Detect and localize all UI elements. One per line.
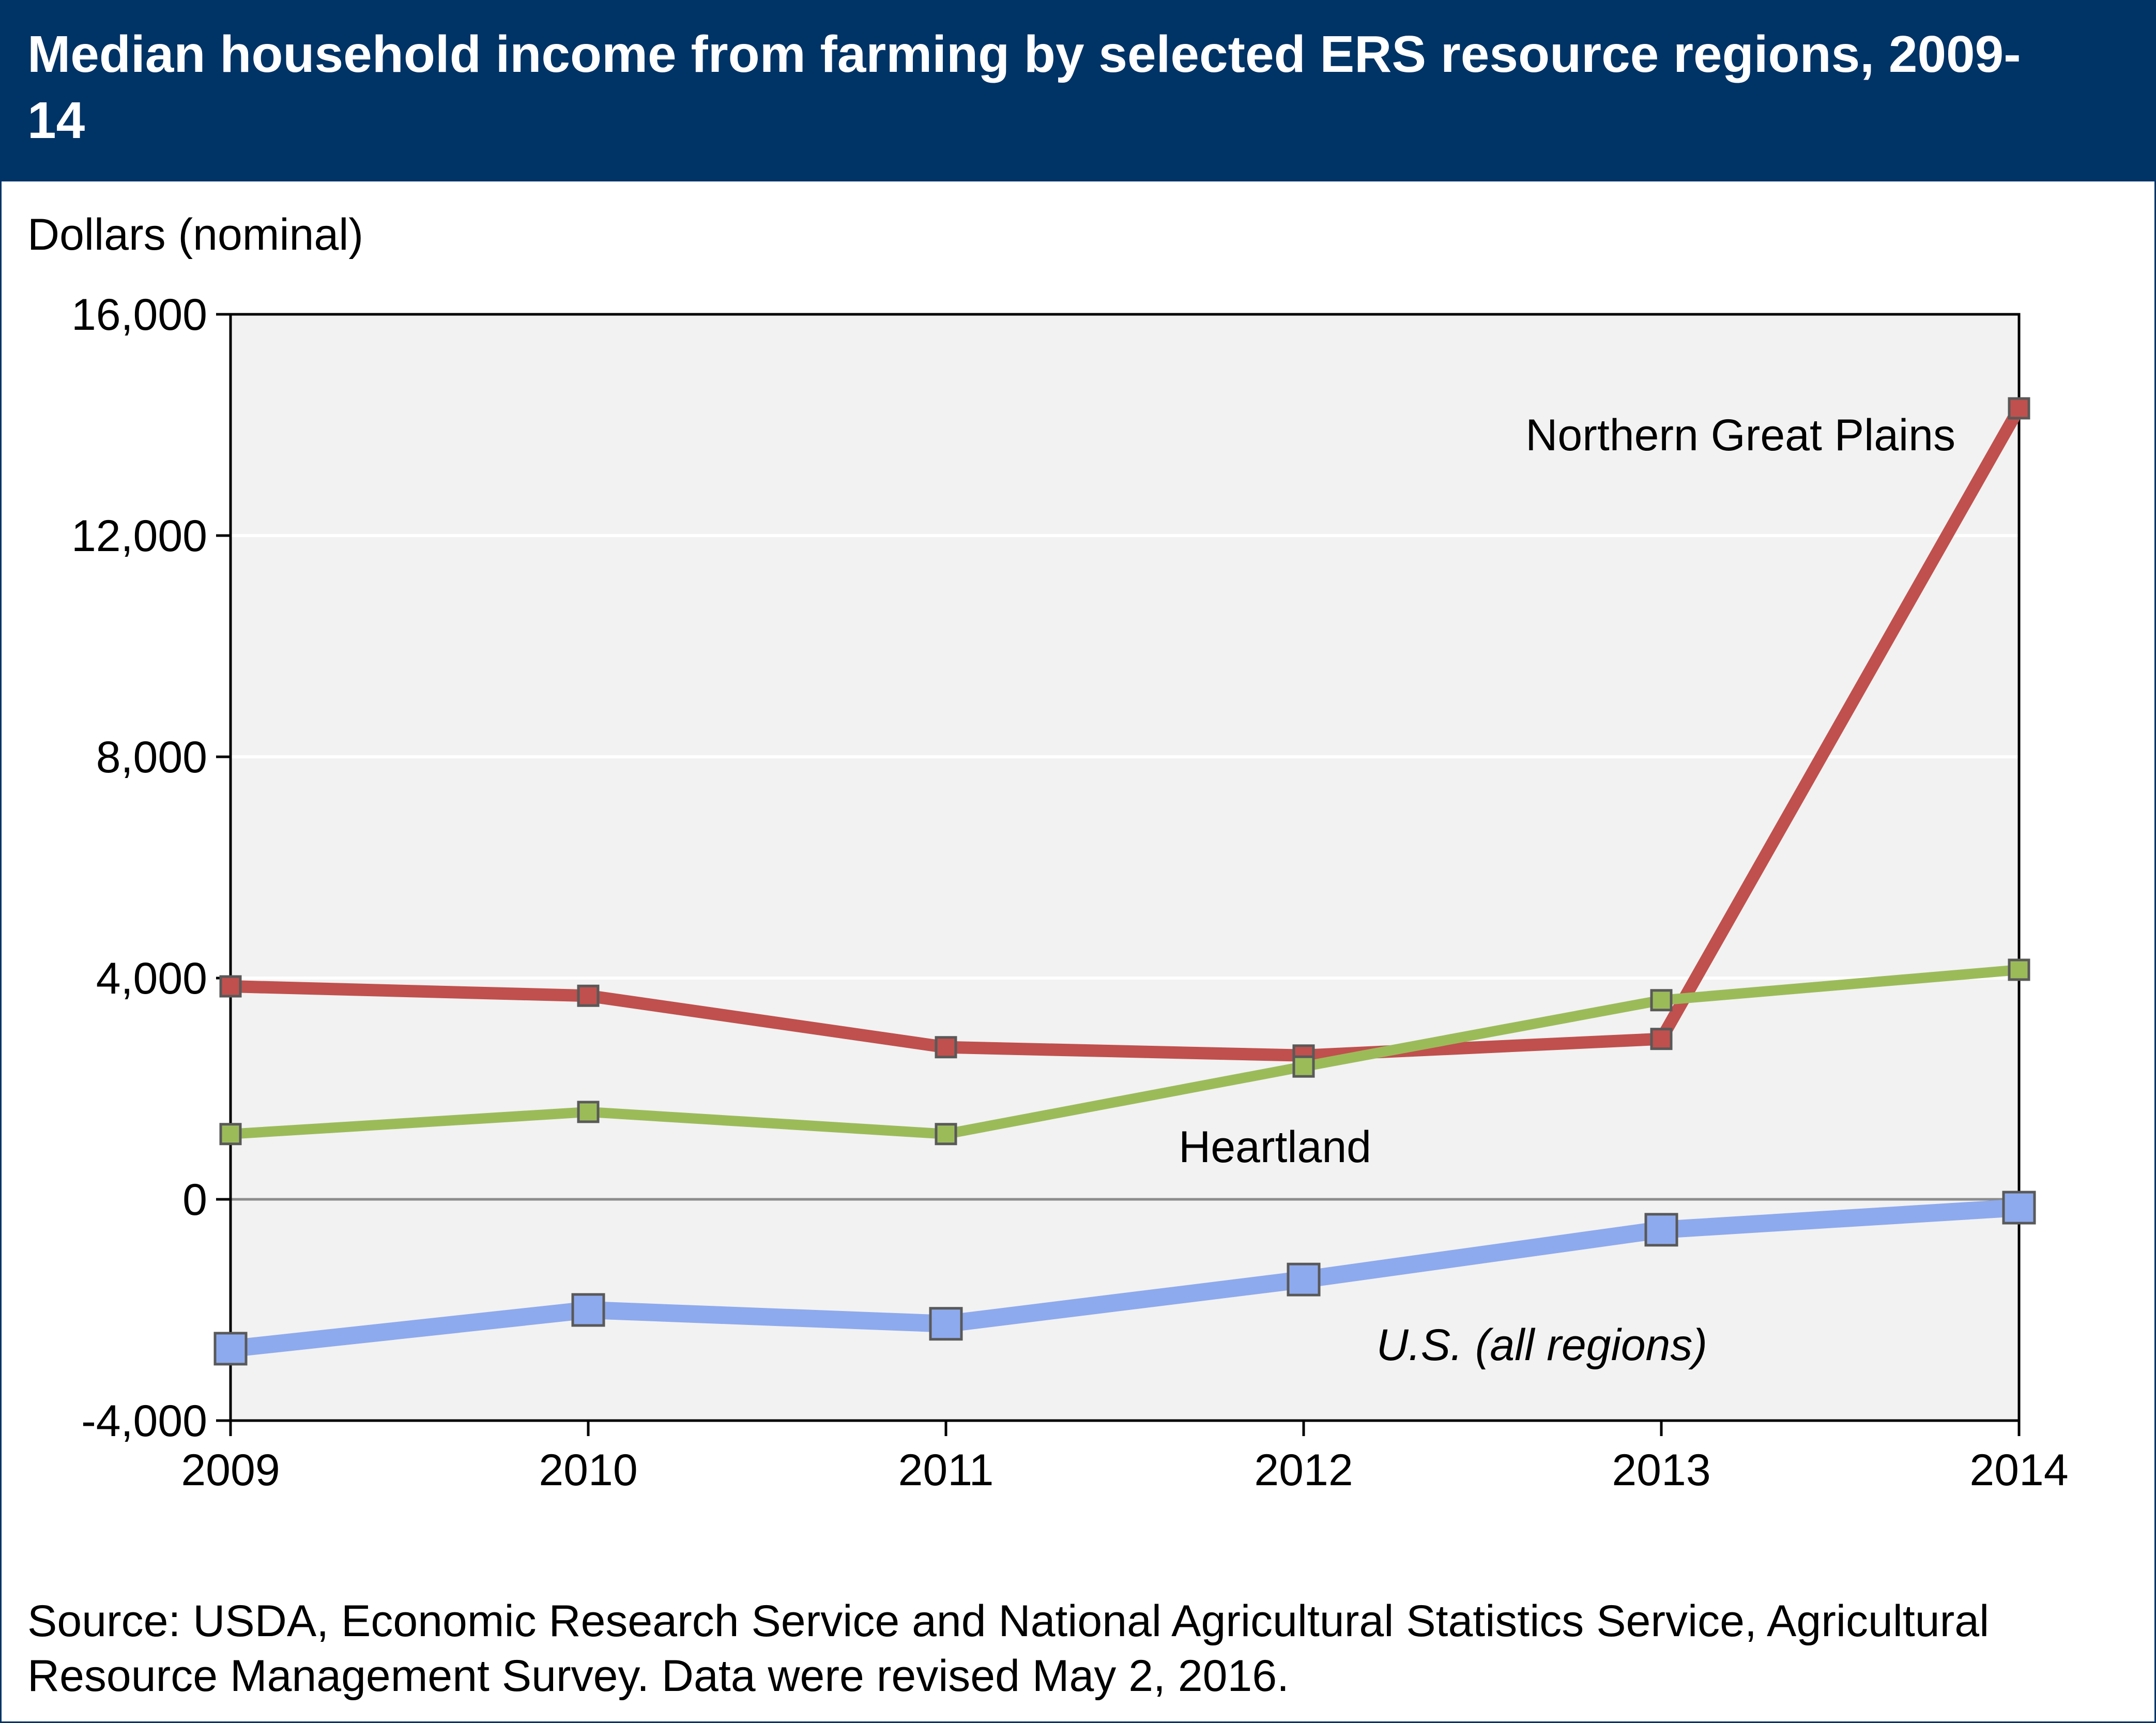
x-tick-label: 2009 (181, 1445, 280, 1495)
x-tick-label: 2013 (1612, 1445, 1710, 1495)
data-point (935, 1123, 957, 1146)
y-tick-label: 0 (182, 1175, 207, 1225)
series-heartland (219, 958, 2030, 1146)
y-tick-label: 8,000 (96, 733, 207, 782)
data-point (219, 975, 242, 998)
title-bar: Median household income from farming by … (2, 2, 2154, 181)
data-point (2002, 1191, 2036, 1225)
plot-area (231, 314, 2019, 1421)
series-line (225, 964, 2024, 1139)
x-tick-label: 2010 (539, 1445, 637, 1495)
y-tick-label: 12,000 (71, 511, 207, 561)
gridlines (231, 534, 2019, 1201)
data-point (1292, 1055, 1315, 1078)
data-point (2008, 958, 2030, 981)
data-point (2008, 397, 2030, 420)
plot-border (229, 313, 2021, 1422)
data-point (1650, 989, 1673, 1012)
series-u-s-all-regions (213, 1191, 2036, 1366)
data-point (577, 984, 600, 1007)
series-line (224, 402, 2025, 1062)
series-label-u-s-all-regions: U.S. (all regions) (1377, 1320, 1707, 1370)
source-note: Source: USDA, Economic Research Service … (27, 1596, 1990, 1701)
data-point (1287, 1262, 1321, 1297)
x-tick-label: 2014 (1969, 1445, 2068, 1495)
y-tick-label: 4,000 (96, 954, 207, 1003)
series-line (222, 1199, 2028, 1358)
y-tick-label: -4,000 (81, 1396, 207, 1446)
data-point (213, 1332, 248, 1366)
y-axis-label: Dollars (nominal) (27, 210, 363, 260)
tick-labels: -4,000 0 4,000 8,000 12,000 16,000 2009 2010 201… (71, 290, 2069, 1495)
series-labels: Northern Great Plains Heartland U.S. (all … (1179, 410, 1955, 1370)
data-point (935, 1036, 957, 1059)
series-label-northern-great-plains: Northern Great Plains (1525, 410, 1955, 460)
series-label-heartland: Heartland (1179, 1122, 1371, 1172)
data-point (929, 1307, 963, 1341)
x-tick-label: 2011 (898, 1445, 994, 1495)
series-group (213, 397, 2036, 1366)
y-tick-label: 16,000 (71, 290, 207, 340)
x-tick-label: 2012 (1254, 1445, 1353, 1495)
axes (216, 313, 2021, 1436)
data-point (1650, 1028, 1673, 1050)
data-point (1644, 1213, 1678, 1247)
data-point (571, 1293, 605, 1327)
data-point (219, 1123, 242, 1146)
data-point (577, 1101, 600, 1123)
chart-title: Median household income from farming by … (27, 25, 2021, 149)
